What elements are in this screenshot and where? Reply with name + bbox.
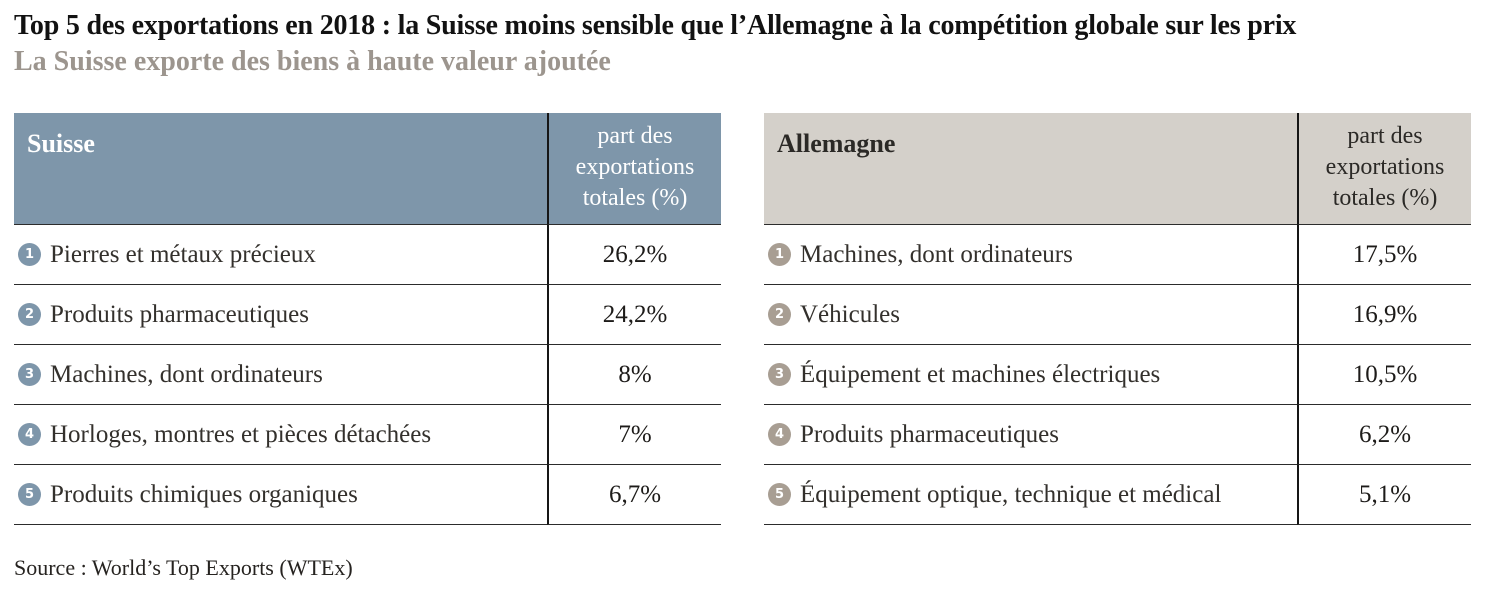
row-value: 6,2% — [1297, 405, 1471, 465]
table-row: 5 Produits chimiques organiques — [14, 465, 547, 525]
table-row: 1 Machines, dont ordinateurs — [764, 225, 1297, 285]
table-row: 2 Produits pharmaceutiques — [14, 285, 547, 345]
rank-badge: 5 — [768, 483, 791, 506]
row-label: Machines, dont ordinateurs — [50, 360, 323, 388]
country-header-suisse: Suisse — [14, 113, 547, 225]
table-row: 4 Horloges, montres et pièces détachées — [14, 405, 547, 465]
page-title: Top 5 des exportations en 2018 : la Suis… — [14, 10, 1297, 41]
rank-badge: 3 — [18, 363, 41, 386]
value-column-header-suisse: part des exportations totales (%) — [547, 113, 721, 225]
page-subtitle: La Suisse exporte des biens à haute vale… — [14, 46, 611, 77]
rank-badge: 1 — [18, 243, 41, 266]
rank-badge: 2 — [768, 303, 791, 326]
row-label: Équipement optique, technique et médical — [800, 480, 1222, 508]
rank-badge: 4 — [18, 423, 41, 446]
export-table-suisse: Suisse part des exportations totales (%)… — [14, 113, 721, 525]
rank-badge: 5 — [18, 483, 41, 506]
row-value: 8% — [547, 345, 721, 405]
row-value: 17,5% — [1297, 225, 1471, 285]
row-label: Produits chimiques organiques — [50, 480, 358, 508]
row-value: 6,7% — [547, 465, 721, 525]
row-value: 5,1% — [1297, 465, 1471, 525]
row-value: 24,2% — [547, 285, 721, 345]
table-row: 2 Véhicules — [764, 285, 1297, 345]
source-note: Source : World’s Top Exports (WTEx) — [14, 555, 353, 580]
row-label: Produits pharmaceutiques — [800, 420, 1059, 448]
row-value: 16,9% — [1297, 285, 1471, 345]
value-column-header-allemagne: part des exportations totales (%) — [1297, 113, 1471, 225]
row-label: Pierres et métaux précieux — [50, 240, 316, 268]
table-row: 4 Produits pharmaceutiques — [764, 405, 1297, 465]
row-value: 26,2% — [547, 225, 721, 285]
table-row: 5 Équipement optique, technique et médic… — [764, 465, 1297, 525]
row-label: Produits pharmaceutiques — [50, 300, 309, 328]
row-label: Horloges, montres et pièces détachées — [50, 420, 432, 448]
table-row: 3 Machines, dont ordinateurs — [14, 345, 547, 405]
tables-container: Suisse part des exportations totales (%)… — [14, 113, 1471, 525]
rank-badge: 4 — [768, 423, 791, 446]
rank-badge: 1 — [768, 243, 791, 266]
rank-badge: 2 — [18, 303, 41, 326]
row-label: Équipement et machines électriques — [800, 360, 1161, 388]
country-header-allemagne: Allemagne — [764, 113, 1297, 225]
table-row: 1 Pierres et métaux précieux — [14, 225, 547, 285]
rank-badge: 3 — [768, 363, 791, 386]
table-row: 3 Équipement et machines électriques — [764, 345, 1297, 405]
row-label: Véhicules — [800, 300, 900, 328]
infographic: Top 5 des exportations en 2018 : la Suis… — [14, 10, 1471, 580]
row-value: 7% — [547, 405, 721, 465]
row-value: 10,5% — [1297, 345, 1471, 405]
export-table-allemagne: Allemagne part des exportations totales … — [764, 113, 1471, 525]
row-label: Machines, dont ordinateurs — [800, 240, 1073, 268]
